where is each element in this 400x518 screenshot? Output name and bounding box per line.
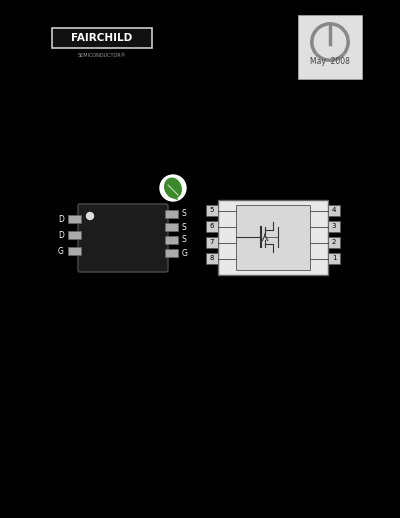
Text: 7: 7 <box>210 239 214 246</box>
FancyBboxPatch shape <box>328 221 340 232</box>
Circle shape <box>160 175 186 201</box>
FancyBboxPatch shape <box>236 205 310 270</box>
Text: S: S <box>182 236 187 244</box>
Text: S: S <box>182 209 187 219</box>
Ellipse shape <box>165 178 181 198</box>
Text: SEMICONDUCTOR®: SEMICONDUCTOR® <box>78 53 126 58</box>
Text: G: G <box>182 249 188 257</box>
Text: FAIRCHILD: FAIRCHILD <box>71 33 133 43</box>
Text: D: D <box>58 231 64 239</box>
FancyBboxPatch shape <box>52 28 152 48</box>
Text: S: S <box>182 223 187 232</box>
FancyBboxPatch shape <box>165 210 178 218</box>
FancyBboxPatch shape <box>68 215 81 223</box>
FancyBboxPatch shape <box>206 205 218 216</box>
FancyBboxPatch shape <box>298 15 362 79</box>
FancyBboxPatch shape <box>206 237 218 248</box>
FancyBboxPatch shape <box>206 221 218 232</box>
Text: 6: 6 <box>210 223 214 229</box>
FancyBboxPatch shape <box>78 204 168 272</box>
Text: G: G <box>58 247 64 255</box>
FancyBboxPatch shape <box>328 253 340 264</box>
Text: 2: 2 <box>332 239 336 246</box>
FancyBboxPatch shape <box>68 247 81 255</box>
FancyBboxPatch shape <box>206 253 218 264</box>
FancyBboxPatch shape <box>218 200 328 275</box>
FancyBboxPatch shape <box>165 249 178 257</box>
FancyBboxPatch shape <box>328 205 340 216</box>
Text: 1: 1 <box>332 255 336 262</box>
FancyBboxPatch shape <box>165 223 178 231</box>
Text: 8: 8 <box>210 255 214 262</box>
Text: 4: 4 <box>332 208 336 213</box>
Circle shape <box>86 212 94 220</box>
Text: 3: 3 <box>332 223 336 229</box>
Text: D: D <box>58 214 64 223</box>
Text: 5: 5 <box>210 208 214 213</box>
FancyBboxPatch shape <box>68 231 81 239</box>
FancyBboxPatch shape <box>328 237 340 248</box>
Text: May  2008: May 2008 <box>310 57 350 66</box>
FancyBboxPatch shape <box>165 236 178 244</box>
